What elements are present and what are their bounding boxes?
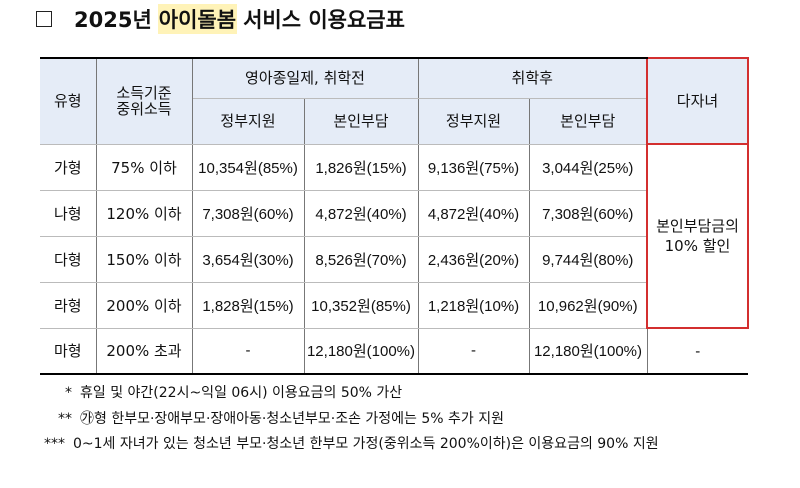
row-pre-gov: 1,828원(15%) <box>191 281 305 329</box>
title-highlight: 아이돌봄 <box>157 4 238 34</box>
footnote: *** 0~1세 자녀가 있는 청소년 부모·청소년 한부모 가정(중위소득 2… <box>44 432 659 458</box>
fee-table: 유형 소득기준 중위소득 영아종일제, 취학전 취학후 다자녀 정부지원 본인부… <box>40 57 749 375</box>
row-post-self: 3,044원(25%) <box>528 143 648 191</box>
checkbox-square-icon <box>36 11 52 27</box>
footnote-text: 휴일 및 야간(22시~익일 06시) 이용요금의 50% 가산 <box>80 385 403 401</box>
discount-line1: 본인부담금의 <box>656 217 739 235</box>
row-income: 200% 이하 <box>95 281 193 329</box>
row-type: 나형 <box>40 189 97 237</box>
multi-child-discount: 본인부담금의 10% 할인 <box>646 143 749 329</box>
header-income-line1: 소득기준 <box>116 84 172 103</box>
page-title: 2025년 아이돌봄 서비스 이용요금표 <box>36 4 405 34</box>
header-post-self: 본인부담 <box>528 97 647 145</box>
table-row: 나형 120% 이하 7,308원(60%) 4,872원(40%) 4,872… <box>40 189 748 237</box>
table-row: 다형 150% 이하 3,654원(30%) 8,526원(70%) 2,436… <box>40 235 748 283</box>
row-post-gov: 9,136원(75%) <box>417 143 530 191</box>
row-type: 가형 <box>40 143 97 191</box>
footnote-mark: ** <box>58 410 72 427</box>
footnote-text: 0~1세 자녀가 있는 청소년 부모·청소년 한부모 가정(중위소득 200%이… <box>73 436 659 452</box>
row-pre-gov: 10,354원(85%) <box>191 143 305 191</box>
row-income: 150% 이하 <box>95 235 193 283</box>
row-pre-self: 8,526원(70%) <box>303 235 419 283</box>
row-post-self: 7,308원(60%) <box>528 189 647 237</box>
header-row-1: 유형 소득기준 중위소득 영아종일제, 취학전 취학후 다자녀 <box>40 57 749 145</box>
table-row: 가형 75% 이하 10,354원(85%) 1,826원(15%) 9,136… <box>40 143 749 329</box>
title-year: 2025년 <box>74 8 152 32</box>
footnote-mark: * <box>65 385 72 401</box>
header-pre-school: 영아종일제, 취학전 <box>191 57 419 99</box>
header-post-school: 취학후 <box>417 57 648 99</box>
row-post-self: 10,962원(90%) <box>528 281 647 329</box>
row-post-gov: 4,872원(40%) <box>417 189 530 237</box>
header-row-2: 정부지원 본인부담 정부지원 본인부담 <box>40 97 748 145</box>
header-pre-self: 본인부담 <box>303 97 419 145</box>
row-income: 75% 이하 <box>95 143 193 191</box>
header-multi-child: 다자녀 <box>646 57 749 145</box>
header-income: 소득기준 중위소득 <box>95 57 193 145</box>
row-type: 마형 <box>40 327 97 375</box>
row-pre-self: 12,180원(100%) <box>303 327 419 375</box>
row-pre-self: 10,352원(85%) <box>303 281 419 329</box>
footnote-text: ㉮형 한부모·장애부모·장애아동·청소년부모·조손 가정에는 5% 추가 지원 <box>80 410 505 427</box>
header-income-line2: 중위소득 <box>116 100 172 119</box>
row-type: 다형 <box>40 235 97 283</box>
row-pre-self: 4,872원(40%) <box>303 189 419 237</box>
row-income: 200% 초과 <box>95 327 193 375</box>
footnote: ** ㉮형 한부모·장애부모·장애아동·청소년부모·조손 가정에는 5% 추가 … <box>48 407 659 433</box>
row-pre-gov: 3,654원(30%) <box>191 235 305 283</box>
footnote-mark: *** <box>44 436 65 452</box>
row-post-self: 12,180원(100%) <box>528 327 648 375</box>
table-row: 라형 200% 이하 1,828원(15%) 10,352원(85%) 1,21… <box>40 281 748 329</box>
table-row: 마형 200% 초과 - 12,180원(100%) - 12,180원(100… <box>40 327 748 375</box>
header-post-gov: 정부지원 <box>417 97 530 145</box>
row-post-self: 9,744원(80%) <box>528 235 647 283</box>
footnote: * 휴일 및 야간(22시~익일 06시) 이용요금의 50% 가산 <box>48 381 659 407</box>
row-type: 라형 <box>40 281 97 329</box>
title-rest: 서비스 이용요금표 <box>243 8 405 32</box>
header-type: 유형 <box>40 57 97 145</box>
row-post-gov: 2,436원(20%) <box>417 235 530 283</box>
row-pre-self: 1,826원(15%) <box>303 143 419 191</box>
row-pre-gov: - <box>191 327 305 375</box>
row-post-gov: - <box>417 327 530 375</box>
discount-line2: 10% 할인 <box>664 237 731 255</box>
header-pre-gov: 정부지원 <box>192 97 305 145</box>
row-post-gov: 1,218원(10%) <box>417 281 530 329</box>
row-multi: - <box>646 327 748 375</box>
row-income: 120% 이하 <box>95 189 193 237</box>
footnotes: * 휴일 및 야간(22시~익일 06시) 이용요금의 50% 가산 ** ㉮형… <box>44 381 659 458</box>
row-pre-gov: 7,308원(60%) <box>191 189 305 237</box>
